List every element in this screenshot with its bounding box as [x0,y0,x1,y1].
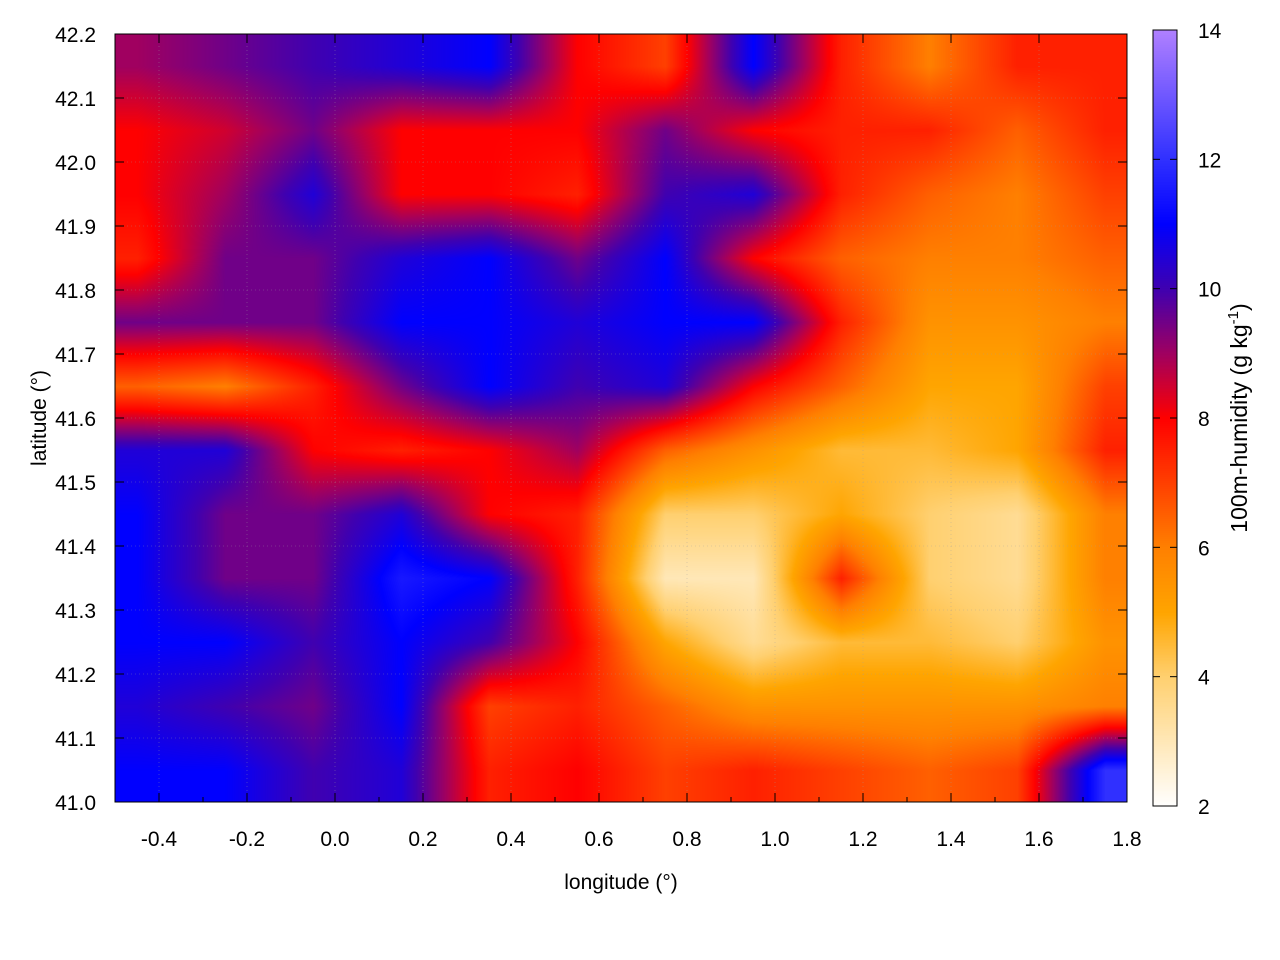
x-tick-label: 0.2 [408,828,437,851]
y-tick-label: 41.8 [55,280,96,303]
x-tick-label: 0.4 [496,828,526,851]
x-tick-label: 1.8 [1112,828,1141,851]
x-tick-label: 1.6 [1024,828,1053,851]
y-tick-label: 41.7 [55,344,96,367]
colorbar-ticks: 2 4 6 8 10 12 14 [1153,20,1222,819]
y-tick-label: 41.5 [55,472,96,495]
y-tick-label: 41.4 [55,536,96,559]
colorbar-label-end: ) [1226,303,1252,311]
y-tick-label: 42.2 [55,24,96,47]
x-axis-label: longitude (°) [564,871,677,894]
colorbar-tick-label: 2 [1198,796,1210,819]
colorbar-label-main: 100m-humidity (g kg [1226,324,1252,532]
x-tick-label: -0.2 [229,828,265,851]
y-tick-label: 41.6 [55,408,96,431]
y-tick-label: 42.0 [55,152,96,175]
x-tick-label: 1.0 [760,828,789,851]
y-tick-label: 41.3 [55,600,96,623]
y-tick-label: 41.9 [55,216,96,239]
colorbar-label-superscript: -1 [1225,311,1242,324]
colorbar-label: 100m-humidity (g kg-1) [1225,303,1252,532]
x-tick-label: -0.4 [141,828,178,851]
x-tick-label: 1.2 [848,828,877,851]
x-tick-label: 0.8 [672,828,701,851]
y-tick-label: 41.1 [55,728,96,751]
y-tick-label: 42.1 [55,88,96,111]
x-tick-label: 0.6 [584,828,613,851]
y-tick-label: 41.0 [55,792,96,815]
colorbar-tick-label: 4 [1198,667,1210,690]
colorbar-tick-label: 8 [1198,408,1210,431]
x-tick-label: 0.0 [320,828,349,851]
colorbar-tick-label: 10 [1198,279,1221,302]
x-tick-label: 1.4 [936,828,966,851]
colorbar-tick-label: 12 [1198,149,1221,172]
x-axis-ticks: -0.4 -0.2 0.0 0.2 0.4 0.6 0.8 1.0 1.2 1.4 1.6 1.8 [114,34,1142,851]
y-tick-label: 41.2 [55,664,96,687]
y-axis-label: latitude (°) [28,370,51,466]
colorbar-tick-label: 14 [1198,20,1222,43]
y-axis-ticks: 41.0 41.1 41.2 41.3 41.4 41.5 41.6 41.7 41.8 41.9… [55,24,1127,815]
colorbar-tick-label: 6 [1198,537,1210,560]
grid-lines [115,34,1127,802]
